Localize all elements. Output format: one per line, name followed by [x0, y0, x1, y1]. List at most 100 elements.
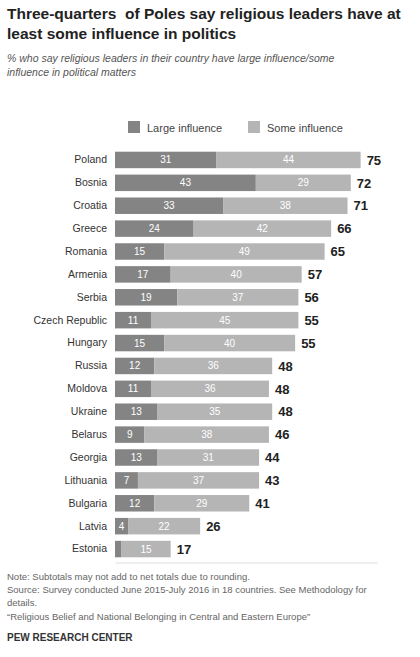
tick: Estonia [72, 542, 115, 554]
legend-item: Some influence [248, 121, 343, 134]
bar [115, 495, 154, 511]
data-label: 19 [141, 292, 153, 303]
data-label: 29 [298, 177, 310, 188]
total-label: 48 [278, 359, 292, 374]
title: least some influence in politics [7, 25, 236, 42]
tick: Czech Republic [33, 314, 115, 326]
data-label: 31 [160, 154, 172, 165]
tick-label: Czech Republic [33, 314, 107, 326]
data-label: 17 [137, 269, 149, 280]
data-label: 11 [128, 315, 139, 326]
data-label: 9 [127, 429, 133, 440]
total-label: 46 [275, 427, 289, 442]
tick-label: Poland [74, 153, 107, 165]
data-label: 11 [128, 383, 139, 394]
tick: Bulgaria [68, 497, 115, 509]
bar [115, 266, 171, 282]
data-label: 37 [193, 475, 205, 486]
tick: Lithuania [64, 474, 115, 486]
tick: Romania [65, 245, 115, 257]
total-label: 17 [177, 542, 191, 557]
data-label: 35 [209, 406, 221, 417]
bar [115, 518, 128, 534]
total-label: 55 [304, 313, 318, 328]
total-label: 26 [206, 519, 220, 534]
bar [171, 266, 302, 282]
total-label: 65 [331, 244, 345, 259]
bar [115, 426, 144, 442]
tick: Greece [73, 222, 115, 234]
bar [115, 358, 154, 374]
chart: Three-quarters of Poles say religious le… [0, 0, 420, 657]
subtitle: influence in political matters [7, 66, 137, 78]
data-label: 43 [180, 177, 192, 188]
bar [177, 289, 298, 305]
tick-label: Romania [65, 245, 107, 257]
annotation: Note: Subtotals may not add to net total… [7, 571, 250, 582]
total-label: 55 [301, 336, 315, 351]
title: Three-quarters of Poles say religious le… [7, 5, 401, 22]
data-label: 7 [124, 475, 130, 486]
total-label: 71 [354, 198, 368, 213]
tick-label: Ukraine [71, 405, 107, 417]
bar [115, 289, 177, 305]
tick-label: Armenia [68, 268, 107, 280]
tick-label: Estonia [72, 542, 107, 554]
bar [164, 243, 324, 259]
annotation: details. [7, 597, 37, 608]
bar [115, 312, 151, 328]
bar [154, 495, 249, 511]
annotation: “Religious Belief and National Belonging… [7, 611, 310, 622]
bar [122, 541, 171, 557]
tick-label: Georgia [70, 451, 108, 463]
tick-label: Lithuania [64, 474, 107, 486]
tick-label: Latvia [79, 520, 107, 532]
data-label: 22 [159, 521, 171, 532]
tick-label: Belarus [71, 428, 107, 440]
data-label: 40 [224, 338, 236, 349]
tick: Russia [75, 359, 115, 371]
tick: Moldova [67, 382, 115, 394]
bar [115, 541, 122, 557]
data-label: 12 [129, 360, 141, 371]
legend-swatch [248, 121, 260, 133]
total-label: 56 [304, 290, 318, 305]
bar [194, 220, 332, 236]
data-labels: 3143332415171911151211139137124442938424… [119, 153, 381, 557]
tick: Belarus [71, 428, 115, 440]
tick: Ukraine [71, 405, 115, 417]
credit: PEW RESEARCH CENTER [7, 632, 133, 643]
bar [223, 197, 347, 213]
bar [115, 335, 164, 351]
data-label: 38 [201, 429, 213, 440]
data-label: 4 [119, 521, 125, 532]
bar [115, 403, 158, 419]
data-label: 45 [219, 315, 231, 326]
tick: Latvia [79, 520, 115, 532]
tick-label: Russia [75, 359, 107, 371]
bar [144, 426, 268, 442]
tick-label: Croatia [73, 199, 107, 211]
data-label: 13 [131, 406, 143, 417]
tick-label: Bulgaria [68, 497, 107, 509]
total-label: 44 [265, 450, 280, 465]
bar [151, 312, 298, 328]
tick-label: Serbia [77, 291, 108, 303]
tick-label: Greece [73, 222, 108, 234]
bar [115, 449, 158, 465]
data-label: 12 [129, 498, 141, 509]
tick: Armenia [68, 268, 115, 280]
bar [115, 472, 138, 488]
total-label: 48 [275, 382, 289, 397]
bar [217, 152, 361, 168]
subtitle: % who say religious leaders in their cou… [7, 52, 335, 64]
tick-label: Moldova [67, 382, 107, 394]
data-label: 29 [196, 498, 208, 509]
bar [138, 472, 259, 488]
total-label: 41 [255, 496, 269, 511]
data-label: 31 [203, 452, 215, 463]
tick: Serbia [77, 291, 115, 303]
bar [164, 335, 295, 351]
x-axis [116, 563, 378, 564]
bars [115, 152, 361, 558]
